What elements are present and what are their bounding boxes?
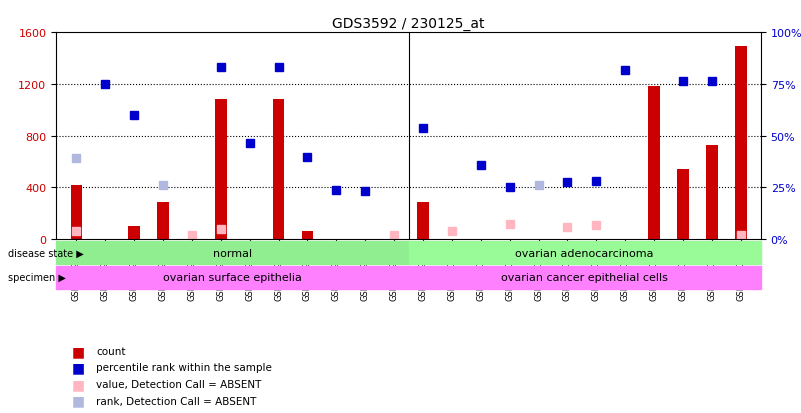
- Text: normal: normal: [213, 248, 252, 258]
- Bar: [409, 242, 761, 264]
- Text: ■: ■: [72, 394, 85, 408]
- Title: GDS3592 / 230125_at: GDS3592 / 230125_at: [332, 17, 485, 31]
- Text: ■: ■: [72, 344, 85, 358]
- Text: ovarian surface epithelia: ovarian surface epithelia: [163, 273, 302, 283]
- Bar: [56, 242, 409, 264]
- Text: count: count: [96, 346, 126, 356]
- Bar: [706, 145, 718, 240]
- Bar: [56, 266, 409, 289]
- Bar: [128, 227, 140, 240]
- Text: value, Detection Call = ABSENT: value, Detection Call = ABSENT: [96, 379, 261, 389]
- Bar: [70, 185, 82, 240]
- Bar: [648, 87, 660, 240]
- Text: ovarian cancer epithelial cells: ovarian cancer epithelial cells: [501, 273, 668, 283]
- Text: specimen ▶: specimen ▶: [8, 273, 66, 283]
- Bar: [157, 202, 169, 240]
- Bar: [302, 232, 313, 240]
- Bar: [272, 100, 284, 240]
- Text: ■: ■: [72, 361, 85, 375]
- Text: ovarian adenocarcinoma: ovarian adenocarcinoma: [516, 248, 654, 258]
- Text: ■: ■: [72, 377, 85, 391]
- Text: rank, Detection Call = ABSENT: rank, Detection Call = ABSENT: [96, 396, 256, 406]
- Bar: [417, 202, 429, 240]
- Text: disease state ▶: disease state ▶: [8, 248, 84, 258]
- Bar: [409, 266, 761, 289]
- Bar: [677, 170, 689, 240]
- Text: percentile rank within the sample: percentile rank within the sample: [96, 363, 272, 373]
- Bar: [735, 47, 747, 240]
- Bar: [215, 100, 227, 240]
